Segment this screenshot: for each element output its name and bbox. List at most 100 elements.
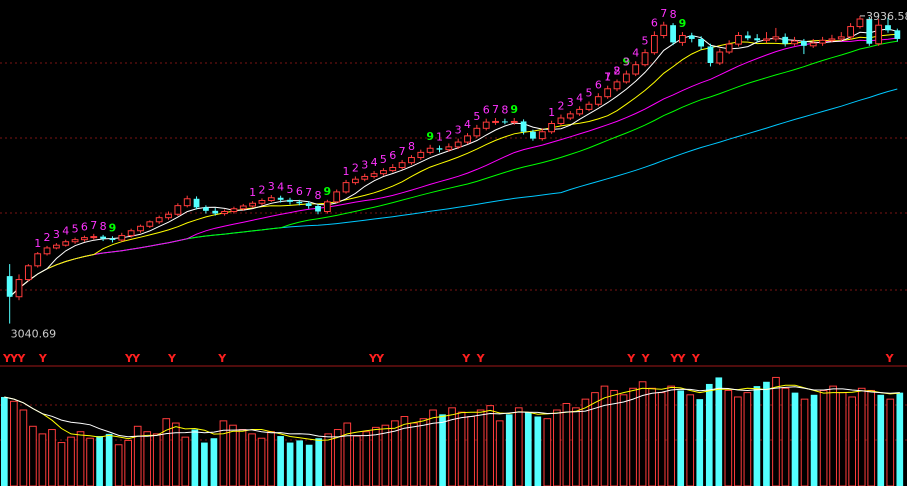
td-count-label: 8 [501,104,508,117]
volume-bar-down [705,383,713,486]
candle-body-up [557,117,565,124]
candle-body-down [193,198,200,208]
volume-bar-up [372,426,380,486]
volume-bar-up [886,398,895,486]
td-count-label: 4 [464,118,471,131]
volume-bar-up [391,420,399,486]
candle-body-up [641,52,649,66]
td-count-label: 9 [679,17,687,30]
volume-bar-up [76,431,85,486]
volume-bar-up [10,400,18,486]
candle-body-up [249,202,257,207]
candle-body-down [305,203,312,206]
candle-body-up [370,173,378,177]
td-count-label: 5 [473,110,480,123]
candle-body-up [34,253,42,267]
signal-y-marker: Y [626,352,636,365]
candle-body-up [660,24,668,36]
candle-body-down [6,276,13,297]
td-count-label: 7 [604,71,611,84]
volume-bar-up [743,392,752,486]
candle-body-up [221,211,228,215]
volume-ma10-line [4,386,900,438]
signal-y-marker: Y [375,352,385,365]
candle-body-down [698,38,705,47]
td-count-label: 3 [268,180,275,193]
candle-body-up [183,198,191,207]
volume-bar-down [715,377,723,486]
ma60-line [9,88,898,298]
candle-body-up [566,113,574,119]
td-count-label: 8 [614,65,621,78]
candle-body-up [351,178,359,184]
td-count-label: 3 [455,124,462,137]
volume-bar-up [419,418,428,486]
volume-bar-up [124,439,133,486]
volume-bar-up [724,389,733,486]
candle-body-down [800,41,807,46]
candle-body-up [763,38,770,41]
candle-body-up [828,38,836,41]
volume-bar-up [619,394,628,486]
candle-body-down [277,197,284,200]
candle-body-up [62,241,70,246]
volume-bar-down [896,392,904,486]
volume-bar-up [857,387,866,486]
candle-body-up [809,42,817,47]
volume-bar-up [410,422,418,486]
candle-body-up [267,197,275,201]
volume-bar-up [514,407,523,486]
high-price-label: 3936.58 [866,10,907,23]
volume-bar-up [362,431,371,486]
td-count-label: 3 [361,159,368,172]
volume-bar-down [277,436,284,486]
volume-bar-up [553,409,561,486]
td-count-label: 7 [90,219,97,232]
candle-body-up [146,221,154,227]
candle-body-up [239,205,247,210]
td-count-label: 1 [343,165,350,178]
volume-bar-up [686,394,695,486]
volume-bar-down [439,414,446,486]
candle-body-up [342,182,350,193]
volume-bar-down [296,440,303,486]
candle-body-up [464,135,471,143]
td-count-label: 3 [567,96,574,109]
candle-body-up [856,18,864,28]
candle-body-up [454,141,462,148]
volume-bar-up [19,409,28,486]
candle-body-down [315,206,321,212]
signal-y-marker: Y [38,352,48,365]
volume-bar-up [448,407,456,486]
td-count-label: 7 [399,145,406,158]
signal-y-marker: Y [9,352,19,365]
signal-y-marker: Y [167,352,177,365]
candle-body-down [520,121,527,132]
td-count-label: 5 [286,183,293,196]
volume-bar-up [114,444,123,486]
volume-bar-up [495,420,504,486]
td-count-label: 1 [249,186,256,199]
volume-bar-down [305,444,313,486]
volume-bar-down [677,390,685,486]
td-count-label: 9 [623,56,631,69]
candle-body-up [772,36,780,40]
volume-bar-up [562,402,571,486]
volume-bar-up [629,387,637,486]
td-count-label: 9 [426,130,434,143]
candle-body-up [725,43,733,53]
candle-body-up [155,217,163,223]
ma20-line [9,37,898,298]
candle-body-down [436,148,443,150]
candle-body-up [445,146,453,151]
volume-bar-down [763,381,770,486]
volume-bar-up [67,436,75,486]
volume-bar-up [229,424,237,486]
volume-bar-up [181,436,190,486]
td-count-label: 4 [371,156,378,169]
candle-body-up [323,201,331,212]
candle-body-up [819,39,826,44]
td-count-label: 4 [62,225,69,238]
td-count-label: 5 [642,34,649,47]
